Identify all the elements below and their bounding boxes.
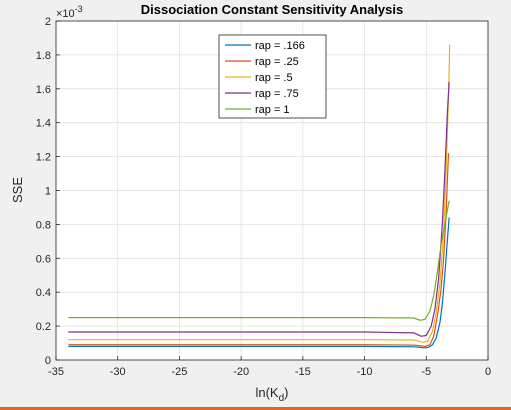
x-axis-label: ln(Kd): [255, 385, 288, 404]
y-tick-label: 1.4: [36, 118, 51, 130]
y-exponent-power: -3: [75, 4, 83, 14]
series-line-4: [68, 200, 450, 321]
window-bottom-edge: [0, 407, 511, 410]
legend-entries: rap = .166 rap = .25 rap = .5 rap = .75 rap …: [225, 40, 305, 116]
x-axis-label-sub: d: [279, 393, 285, 404]
y-tick-label: 1.6: [36, 84, 51, 96]
y-tick-label: 1.8: [36, 50, 51, 62]
y-exponent-prefix: ×10: [56, 8, 75, 20]
legend-label: rap = .75: [255, 88, 299, 100]
y-tick-label: 1: [45, 186, 51, 198]
x-tick-label: -20: [233, 366, 249, 378]
legend-label: rap = .5: [255, 72, 293, 84]
axis-ticks: -35 -30 -25 -20 -15 -10 -5 0 0 0.2 0.4 0.6 0.8 1 1.2 1.…: [36, 16, 491, 378]
x-tick-label: -15: [295, 366, 311, 378]
x-tick-label: -35: [48, 366, 64, 378]
x-tick-label: -5: [421, 366, 431, 378]
series-line-3: [68, 81, 450, 337]
series-lines: [68, 44, 451, 349]
y-tick-label: 0.6: [36, 253, 51, 265]
x-tick-label: -30: [110, 366, 126, 378]
x-axis-label-main: ln(K: [255, 385, 278, 400]
x-tick-label: 0: [485, 366, 491, 378]
legend-label: rap = 1: [255, 104, 290, 116]
y-tick-label: 0.8: [36, 219, 51, 231]
y-tick-label: 2: [45, 16, 51, 28]
y-tick-label: 0.2: [36, 321, 51, 333]
x-tick-label: -10: [357, 366, 373, 378]
y-tick-label: 1.2: [36, 152, 51, 164]
x-axis-label-close: ): [284, 385, 288, 400]
series-line-0: [68, 217, 450, 349]
legend-label: rap = .25: [255, 56, 299, 68]
y-axis-label: SSE: [10, 177, 25, 203]
legend[interactable]: rap = .166 rap = .25 rap = .5 rap = .75 rap …: [218, 34, 327, 119]
y-exponent-label: ×10-3: [56, 4, 83, 20]
chart-title: Dissociation Constant Sensitivity Analys…: [141, 2, 403, 17]
legend-label: rap = .166: [255, 40, 305, 52]
y-tick-label: 0: [45, 355, 51, 367]
series-line-2: [68, 44, 451, 343]
x-tick-label: -25: [171, 366, 187, 378]
y-tick-label: 0.4: [36, 287, 51, 299]
